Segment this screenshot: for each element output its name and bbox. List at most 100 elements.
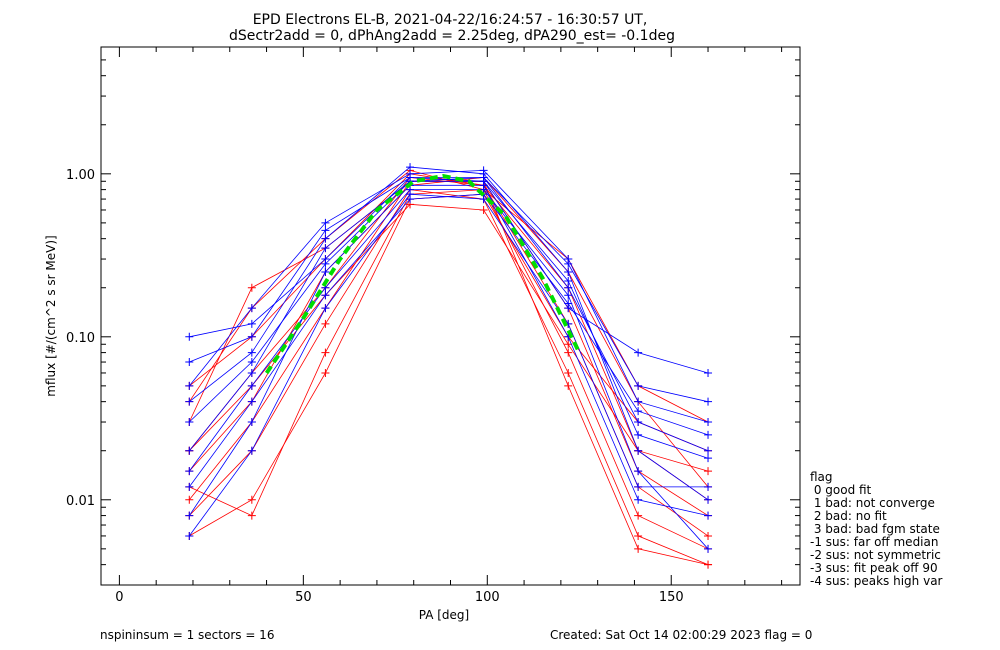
legend-item: 2 bad: no fit xyxy=(810,509,887,523)
blue-data-point xyxy=(634,381,643,390)
blue-series-line-0 xyxy=(188,169,709,423)
blue-data-point xyxy=(704,495,713,504)
blue-data-point xyxy=(704,544,713,553)
blue-data-point xyxy=(704,430,713,439)
tick-labels-group: 0 50 100 150 0.01 0.10 1.00 xyxy=(66,168,684,605)
blue-data-point xyxy=(704,446,713,455)
chart-title-line2: dSectr2add = 0, dPhAng2add = 2.25deg, dP… xyxy=(229,28,675,44)
blue-series-line-4 xyxy=(189,166,709,501)
blue-data-point xyxy=(321,234,330,243)
red-data-point xyxy=(704,531,713,540)
red-data-point xyxy=(634,531,643,540)
blue-data-point xyxy=(634,430,643,439)
legend-item: -4 sus: peaks high var xyxy=(810,574,943,588)
blue-data-point xyxy=(564,291,573,300)
red-series-line-2 xyxy=(188,169,709,550)
x-tick-label: 0 xyxy=(115,590,123,605)
red-series-line-4 xyxy=(189,177,709,488)
red-data-point xyxy=(564,381,573,390)
blue-data-point xyxy=(247,418,256,427)
blue-data-point xyxy=(564,299,573,308)
chart-title-line1: EPD Electrons EL-B, 2021-04-22/16:24:57 … xyxy=(253,12,648,28)
plot-frame xyxy=(100,46,801,586)
blue-data-point xyxy=(704,511,713,520)
x-tick-label: 150 xyxy=(659,590,684,605)
x-axis-label: PA [deg] xyxy=(419,608,469,622)
blue-series-line-5 xyxy=(188,189,709,550)
x-tick-label: 50 xyxy=(295,590,312,605)
blue-data-point xyxy=(185,467,194,476)
y-tick-label: 0.01 xyxy=(66,494,95,509)
blue-data-point xyxy=(185,446,194,455)
blue-data-point xyxy=(406,195,415,204)
blue-data-point xyxy=(185,332,194,341)
axes-group xyxy=(100,46,801,586)
x-tick-label: 100 xyxy=(475,590,500,605)
red-data-point xyxy=(704,467,713,476)
blue-data-point xyxy=(321,244,330,253)
blue-data-point xyxy=(634,467,643,476)
red-data-point xyxy=(321,348,330,357)
red-series-line-9 xyxy=(189,203,709,472)
legend-item: 3 bad: bad fgm state xyxy=(810,522,940,536)
blue-data-point xyxy=(704,482,713,491)
blue-series-line-3 xyxy=(188,184,709,516)
red-data-point xyxy=(185,495,194,504)
blue-data-point xyxy=(634,348,643,357)
blue-data-point xyxy=(321,259,330,268)
blue-data-point xyxy=(185,397,194,406)
legend-item: -3 sus: fit peak off 90 xyxy=(810,561,938,575)
legend-title: flag xyxy=(810,470,833,484)
legend-item: -2 sus: not symmetric xyxy=(810,548,941,562)
red-series-line-5 xyxy=(189,189,709,565)
blue-data-point xyxy=(704,368,713,377)
legend-item: -1 sus: far off median xyxy=(810,535,938,549)
blue-data-point xyxy=(247,332,256,341)
blue-data-point xyxy=(185,531,194,540)
blue-data-point xyxy=(634,495,643,504)
blue-data-point xyxy=(185,511,194,520)
red-data-point xyxy=(704,560,713,569)
red-data-point xyxy=(247,495,256,504)
red-data-point xyxy=(321,368,330,377)
y-axis-label: mflux [#/(cm^2 s sr MeV)] xyxy=(44,235,58,396)
legend-item: 0 good fit xyxy=(810,483,872,497)
blue-data-point xyxy=(185,418,194,427)
blue-data-point xyxy=(564,267,573,276)
red-data-point xyxy=(247,283,256,292)
blue-data-point xyxy=(634,418,643,427)
blue-data-point xyxy=(634,482,643,491)
y-tick-label: 0.10 xyxy=(66,331,95,346)
blue-data-point xyxy=(185,358,194,367)
blue-data-point xyxy=(321,304,330,313)
blue-data-point xyxy=(634,397,643,406)
flag-legend: flag 0 good fit 1 bad: not converge 2 ba… xyxy=(810,470,943,588)
blue-data-point xyxy=(704,454,713,463)
blue-data-point xyxy=(247,368,256,377)
blue-data-point xyxy=(634,407,643,416)
blue-data-point xyxy=(321,267,330,276)
blue-data-point xyxy=(247,381,256,390)
blue-data-point xyxy=(704,397,713,406)
blue-data-point xyxy=(321,226,330,235)
blue-data-point xyxy=(406,163,415,172)
blue-data-point xyxy=(564,276,573,285)
blue-data-point xyxy=(247,304,256,313)
blue-data-point xyxy=(185,381,194,390)
footer-left: nspininsum = 1 sectors = 16 xyxy=(100,628,274,642)
red-series-line-7 xyxy=(189,189,709,517)
red-series-line-1 xyxy=(188,180,709,516)
blue-data-point xyxy=(564,259,573,268)
blue-series-line-8 xyxy=(189,180,709,459)
red-data-point xyxy=(564,340,573,349)
blue-data-point xyxy=(704,418,713,427)
blue-data-point xyxy=(479,177,488,186)
blue-data-point xyxy=(634,446,643,455)
blue-data-point xyxy=(247,446,256,455)
red-data-point xyxy=(321,319,330,328)
blue-data-point xyxy=(321,218,330,227)
blue-data-point xyxy=(247,397,256,406)
footer-right: Created: Sat Oct 14 02:00:29 2023 flag =… xyxy=(550,628,812,642)
red-data-point xyxy=(479,205,488,214)
